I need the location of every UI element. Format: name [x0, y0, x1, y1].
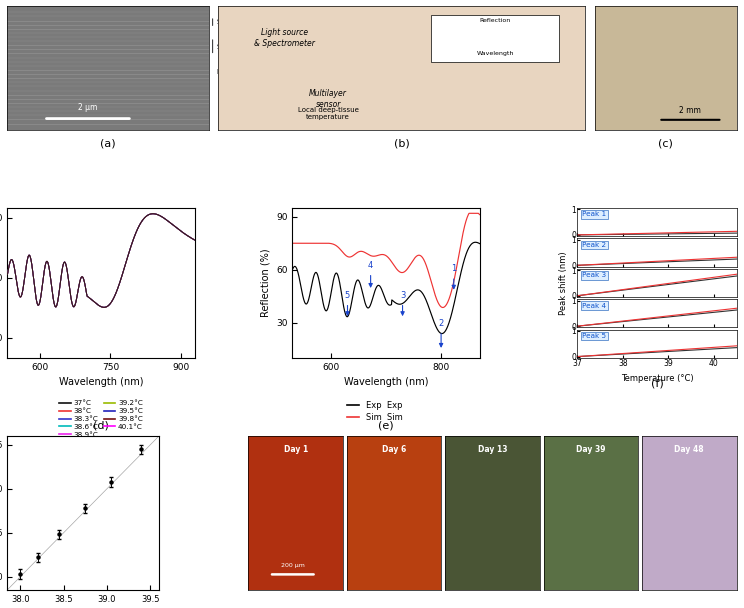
Text: Peak 1: Peak 1	[583, 212, 606, 218]
Text: (c): (c)	[658, 139, 673, 148]
Text: 5: 5	[345, 291, 350, 315]
Text: Day 13: Day 13	[478, 446, 507, 454]
Text: Local deep-tissue
temperature: Local deep-tissue temperature	[298, 107, 359, 120]
Y-axis label: Reflection (%): Reflection (%)	[260, 249, 271, 317]
Text: (a): (a)	[100, 139, 116, 148]
Text: Peak 4: Peak 4	[583, 303, 606, 309]
Text: 2 mm: 2 mm	[679, 106, 701, 115]
X-axis label: Wavelength (nm): Wavelength (nm)	[59, 378, 144, 387]
Text: Peak 5: Peak 5	[583, 333, 606, 339]
Text: (e): (e)	[378, 421, 394, 431]
Text: SiO₂/SiNᵧ: SiO₂/SiNᵧ	[217, 19, 246, 25]
X-axis label: Wavelength (nm): Wavelength (nm)	[344, 378, 429, 387]
Text: 2 μm: 2 μm	[78, 103, 97, 112]
Text: 3: 3	[400, 291, 405, 315]
Text: (d): (d)	[93, 421, 109, 431]
Text: 200 μm: 200 μm	[281, 563, 305, 568]
Text: Wavelength: Wavelength	[476, 50, 514, 55]
Legend: Exp  Exp, Sim  Sim: Exp Exp, Sim Sim	[344, 398, 406, 426]
Text: Day 39: Day 39	[576, 446, 606, 454]
Text: 4: 4	[368, 261, 373, 287]
X-axis label: Temperature (°C): Temperature (°C)	[620, 374, 693, 383]
Text: Day 6: Day 6	[382, 446, 406, 454]
Text: Peak 3: Peak 3	[583, 272, 606, 278]
Text: Peak 2: Peak 2	[583, 242, 606, 248]
Text: PLGA: PLGA	[217, 69, 234, 75]
Text: 1: 1	[451, 264, 456, 289]
Text: Day 48: Day 48	[675, 446, 704, 454]
Text: Light source
& Spectrometer: Light source & Spectrometer	[254, 29, 315, 48]
Legend: 37°C, 38°C, 38.3°C, 38.6°C, 38.9°C, 39.2°C, 39.5°C, 39.8°C, 40.1°C: 37°C, 38°C, 38.3°C, 38.6°C, 38.9°C, 39.2…	[57, 398, 146, 441]
Text: Si layer: Si layer	[217, 44, 242, 50]
Y-axis label: Peak shift (nm): Peak shift (nm)	[559, 251, 568, 315]
Text: Reflection: Reflection	[480, 18, 511, 24]
Text: (f): (f)	[650, 379, 664, 389]
Text: Multilayer
sensor: Multilayer sensor	[310, 89, 347, 108]
Text: Day 1: Day 1	[283, 446, 308, 454]
Text: (b): (b)	[394, 139, 409, 148]
FancyBboxPatch shape	[431, 15, 559, 62]
Text: 2: 2	[438, 319, 443, 347]
